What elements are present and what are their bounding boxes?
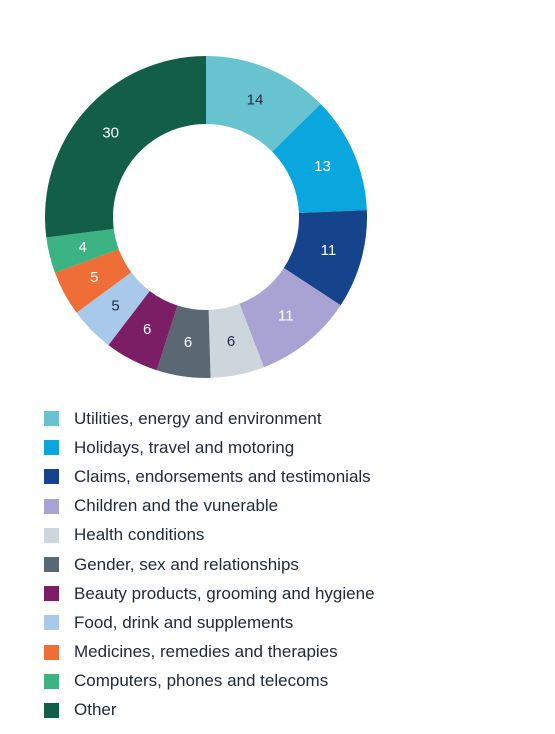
legend-swatch — [44, 702, 59, 718]
legend-item-holidays-travel-and-motoring: Holidays, travel and motoring — [44, 433, 375, 462]
chart-legend: Utilities, energy and environment Holiday… — [44, 404, 375, 725]
slice-value-label: 13 — [314, 158, 331, 175]
slice-value-label: 14 — [247, 91, 264, 108]
legend-item-other: Other — [44, 696, 375, 725]
slice-value-label: 11 — [321, 242, 337, 259]
legend-label: Gender, sex and relationships — [74, 554, 299, 574]
legend-item-food-drink-and-supplements: Food, drink and supplements — [44, 608, 375, 637]
legend-swatch — [44, 557, 59, 573]
legend-item-medicines-remedies-and-therapies: Medicines, remedies and therapies — [44, 638, 375, 667]
legend-swatch — [44, 615, 59, 631]
slice-value-label: 4 — [78, 239, 86, 256]
legend-label: Utilities, energy and environment — [74, 408, 322, 428]
legend-label: Computers, phones and telecoms — [74, 671, 329, 691]
slice-value-label: 30 — [102, 125, 119, 142]
legend-swatch — [44, 469, 59, 485]
legend-swatch — [44, 411, 59, 427]
slice-value-label: 11 — [278, 307, 294, 324]
slice-value-label: 6 — [143, 321, 151, 338]
legend-swatch — [44, 527, 59, 543]
slice-other — [45, 56, 206, 238]
legend-item-utilities-energy-and-environment: Utilities, energy and environment — [44, 404, 375, 433]
legend-label: Beauty products, grooming and hygiene — [74, 583, 375, 603]
legend-label: Food, drink and supplements — [74, 612, 294, 632]
slice-value-label: 6 — [184, 334, 192, 351]
legend-item-children-and-the-vunerable: Children and the vunerable — [44, 492, 375, 521]
legend-item-claims-endorsements-and-testimonials: Claims, endorsements and testimonials — [44, 462, 375, 491]
legend-label: Other — [74, 700, 117, 720]
slice-utilities-energy-and-environment — [206, 56, 321, 152]
slice-value-label: 5 — [111, 298, 119, 315]
legend-swatch — [44, 440, 59, 456]
legend-swatch — [44, 673, 59, 689]
slice-holidays-travel-and-motoring — [272, 103, 367, 214]
legend-swatch — [44, 586, 59, 602]
slice-value-label: 5 — [90, 269, 98, 286]
legend-label: Health conditions — [74, 525, 205, 545]
legend-label: Medicines, remedies and therapies — [74, 642, 338, 662]
slice-food-drink-and-supplements — [76, 272, 150, 346]
legend-swatch — [44, 498, 59, 514]
legend-item-beauty-products-grooming-and-hygiene: Beauty products, grooming and hygiene — [44, 579, 375, 608]
legend-item-computers-phones-and-telecoms: Computers, phones and telecoms — [44, 667, 375, 696]
slice-children-and-the-vunerable — [239, 267, 341, 368]
legend-swatch — [44, 644, 59, 660]
donut-slices — [45, 56, 367, 378]
slice-claims-endorsements-and-testimonials — [283, 210, 367, 306]
legend-label: Children and the vunerable — [74, 496, 279, 516]
slice-beauty-products-grooming-and-hygiene — [108, 290, 178, 371]
slice-health-conditions — [208, 303, 264, 378]
legend-label: Claims, endorsements and testimonials — [74, 466, 371, 486]
legend-item-gender-sex-and-relationships: Gender, sex and relationships — [44, 550, 375, 579]
slice-medicines-remedies-and-therapies — [54, 249, 132, 313]
slice-computers-phones-and-telecoms — [46, 228, 119, 273]
legend-item-health-conditions: Health conditions — [44, 521, 375, 550]
slice-value-label: 6 — [227, 333, 235, 350]
legend-label: Holidays, travel and motoring — [74, 437, 295, 457]
slice-gender-sex-and-relationships — [156, 305, 211, 378]
